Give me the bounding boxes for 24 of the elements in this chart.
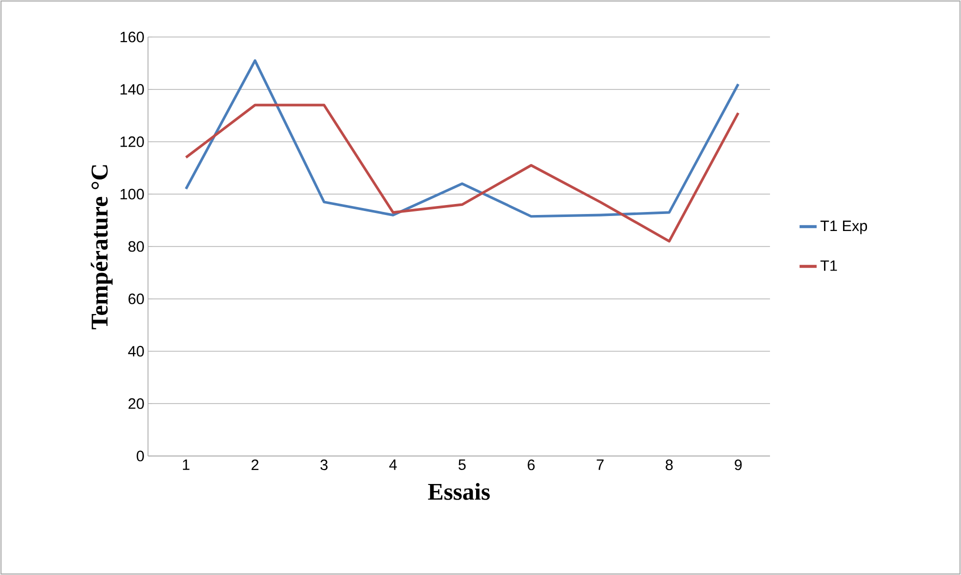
line-series — [184, 104, 740, 243]
legend-label: T1 Exp — [820, 220, 868, 234]
y-tick-label: 20 — [128, 398, 144, 409]
x-tick-label: 5 — [458, 460, 466, 470]
x-tick-label: 8 — [666, 460, 673, 470]
y-tick-label: 60 — [128, 294, 144, 304]
y-tick-label: 100 — [120, 188, 144, 200]
y-axis-title: Température °C — [90, 165, 113, 330]
y-tick-label: 80 — [128, 241, 144, 252]
x-tick-label: 1 — [182, 460, 190, 470]
x-tick-label: 9 — [734, 460, 742, 470]
y-tick-label: 160 — [120, 32, 144, 42]
x-tick-label: 6 — [528, 460, 535, 470]
x-tick-label: 4 — [389, 460, 397, 470]
y-tick-label: 140 — [120, 84, 144, 95]
legend-label: T1 — [820, 260, 837, 271]
x-tick-label: 2 — [252, 460, 258, 470]
x-axis-title: Essais — [428, 483, 490, 500]
x-tick-label: 7 — [596, 460, 604, 470]
x-tick-label: 3 — [320, 460, 328, 470]
y-tick-label: 0 — [136, 450, 144, 462]
line-series — [184, 59, 740, 218]
y-tick-label: 40 — [128, 346, 144, 357]
y-tick-label: 120 — [120, 136, 144, 148]
